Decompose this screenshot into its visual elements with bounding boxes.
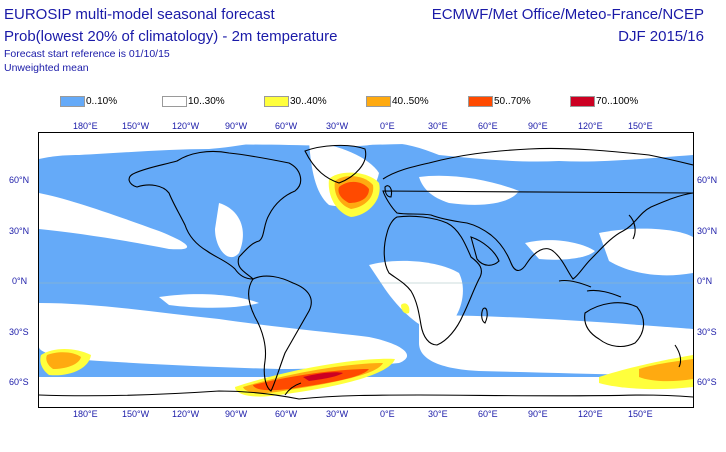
lat-tick-right: 30°S bbox=[697, 327, 717, 337]
forecast-centres: ECMWF/Met Office/Meteo-France/NCEP bbox=[431, 6, 704, 23]
lon-tick-bottom: 120°W bbox=[172, 409, 200, 419]
legend-item: 50..70% bbox=[468, 94, 531, 108]
legend-swatch bbox=[366, 95, 391, 107]
lon-tick-bottom: 180°E bbox=[73, 409, 98, 419]
legend-item: 10..30% bbox=[162, 94, 225, 108]
weighting-note: Unweighted mean bbox=[4, 62, 89, 74]
legend-item: 70..100% bbox=[570, 94, 638, 108]
lon-tick-bottom: 90°E bbox=[528, 409, 548, 419]
lat-tick-left: 0°N bbox=[12, 276, 28, 286]
lon-tick-top: 90°E bbox=[528, 121, 548, 131]
coastlines bbox=[39, 144, 693, 400]
lat-tick-left: 60°S bbox=[9, 377, 29, 387]
lon-tick-bottom: 0°E bbox=[380, 409, 395, 419]
legend-label: 40..50% bbox=[392, 95, 429, 107]
lat-tick-right: 30°N bbox=[697, 226, 718, 236]
legend-label: 50..70% bbox=[494, 95, 531, 107]
lon-tick-top: 0°E bbox=[380, 121, 395, 131]
lon-tick-bottom: 30°W bbox=[326, 409, 349, 419]
lat-tick-right: 60°S bbox=[697, 377, 717, 387]
legend-swatch bbox=[264, 95, 289, 107]
legend-swatch bbox=[162, 95, 187, 107]
lon-tick-bottom: 30°E bbox=[428, 409, 448, 419]
lon-tick-bottom: 60°W bbox=[275, 409, 298, 419]
lat-tick-left: 30°N bbox=[9, 226, 30, 236]
lon-tick-top: 120°E bbox=[578, 121, 603, 131]
lon-tick-top: 90°W bbox=[225, 121, 248, 131]
lon-tick-bottom: 90°W bbox=[225, 409, 248, 419]
legend-item: 40..50% bbox=[366, 94, 429, 108]
lon-tick-bottom: 120°E bbox=[578, 409, 603, 419]
legend-item: 30..40% bbox=[264, 94, 327, 108]
lat-tick-left: 30°S bbox=[9, 327, 29, 337]
lon-tick-bottom: 150°E bbox=[628, 409, 653, 419]
map-subtitle: Prob(lowest 20% of climatology) - 2m tem… bbox=[4, 28, 338, 45]
lon-tick-bottom: 150°W bbox=[122, 409, 150, 419]
prob-10-30-field bbox=[39, 133, 693, 407]
lat-tick-right: 60°N bbox=[697, 175, 718, 185]
forecast-start-reference: Forecast start reference is 01/10/15 bbox=[4, 48, 170, 60]
legend-label: 10..30% bbox=[188, 95, 225, 107]
legend-swatch bbox=[60, 95, 85, 107]
forecast-season: DJF 2015/16 bbox=[618, 28, 704, 45]
lon-tick-top: 30°E bbox=[428, 121, 448, 131]
lon-tick-top: 60°W bbox=[275, 121, 298, 131]
lat-tick-left: 60°N bbox=[9, 175, 30, 185]
legend-swatch bbox=[468, 95, 493, 107]
lon-tick-top: 60°E bbox=[478, 121, 498, 131]
probability-map bbox=[38, 132, 694, 408]
lon-tick-top: 30°W bbox=[326, 121, 349, 131]
lon-tick-top: 150°E bbox=[628, 121, 653, 131]
prob-70-100-field bbox=[303, 372, 343, 381]
legend-label: 0..10% bbox=[86, 95, 118, 107]
lon-tick-bottom: 60°E bbox=[478, 409, 498, 419]
legend-label: 30..40% bbox=[290, 95, 327, 107]
map-title: EUROSIP multi-model seasonal forecast bbox=[4, 6, 275, 23]
lon-tick-top: 150°W bbox=[122, 121, 150, 131]
lat-tick-right: 0°N bbox=[697, 276, 713, 286]
probability-legend: 0..10% 10..30% 30..40% 40..50% 50..70% 7… bbox=[0, 94, 726, 108]
legend-label: 70..100% bbox=[596, 95, 639, 107]
lon-tick-top: 180°E bbox=[73, 121, 98, 131]
legend-swatch bbox=[570, 95, 595, 107]
legend-item: 0..10% bbox=[60, 94, 117, 108]
lon-tick-top: 120°W bbox=[172, 121, 200, 131]
